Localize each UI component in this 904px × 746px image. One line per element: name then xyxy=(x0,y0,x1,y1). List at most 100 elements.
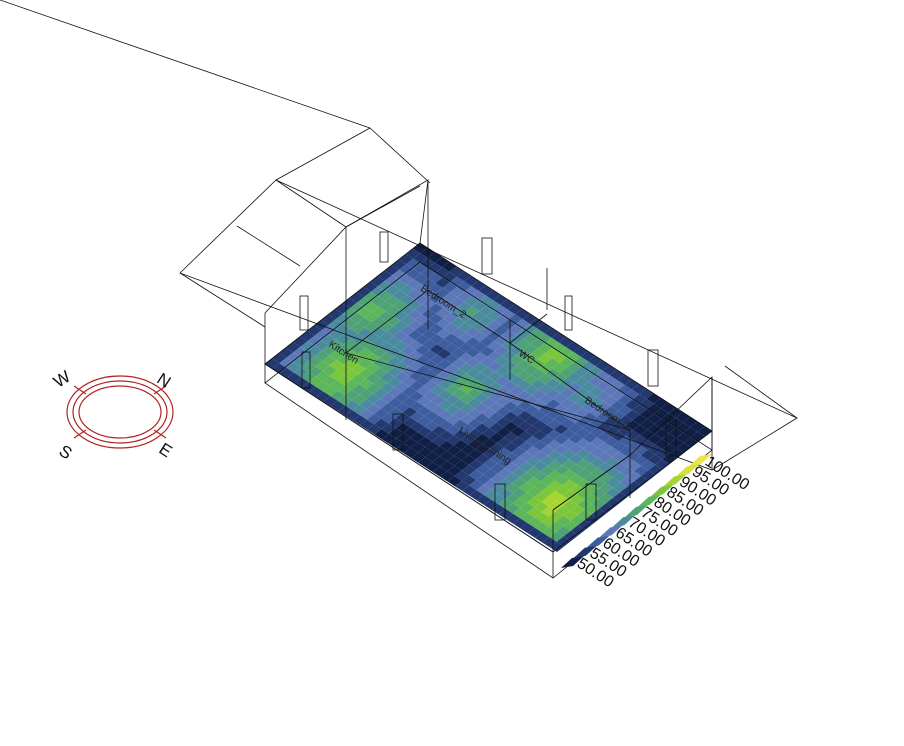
heatmap-cell xyxy=(351,374,366,385)
heatmap-cell xyxy=(570,494,585,505)
heatmap-cell xyxy=(427,262,443,273)
heatmap-cell xyxy=(511,467,527,478)
heatmap-cell xyxy=(379,352,395,363)
heatmap-cell xyxy=(598,462,613,473)
heatmap-cell xyxy=(377,270,393,281)
heatmap-cell xyxy=(519,472,534,483)
heatmap-cell xyxy=(393,320,408,331)
heatmap-cell xyxy=(378,301,393,312)
heatmap-cell xyxy=(590,468,606,479)
heatmap-cell xyxy=(351,353,366,364)
heatmap-cell xyxy=(371,296,386,307)
heatmap-cell xyxy=(517,390,532,401)
heatmap-cell xyxy=(551,342,567,353)
compass-label-w: W xyxy=(50,367,74,392)
heatmap-cell xyxy=(438,410,454,421)
heatmap-cell xyxy=(373,388,388,399)
heatmap-cell xyxy=(522,323,538,334)
heatmap-cell xyxy=(575,407,590,418)
heatmap-cell xyxy=(416,375,431,386)
heatmap-cell xyxy=(612,482,628,493)
heatmap-cell xyxy=(512,477,527,488)
heatmap-cell xyxy=(517,421,533,432)
heatmap-cell xyxy=(367,424,382,435)
heatmap-cell xyxy=(431,405,446,416)
heatmap-cell xyxy=(467,428,483,440)
heatmap-cell xyxy=(611,410,626,421)
heatmap-cell xyxy=(437,359,452,370)
heatmap-cell xyxy=(366,414,382,425)
heatmap-cell xyxy=(337,395,353,406)
heatmap-cell xyxy=(556,536,572,547)
heatmap-cell xyxy=(500,309,516,320)
heatmap-cell xyxy=(417,436,433,447)
heatmap-cell xyxy=(465,316,480,327)
compass-rose: W N S E xyxy=(50,367,175,463)
heatmap-cell xyxy=(584,504,600,515)
heatmap-cell xyxy=(676,442,691,453)
heatmap-cell xyxy=(577,499,592,510)
heatmap-cell xyxy=(494,345,509,356)
heatmap-cell xyxy=(676,422,691,433)
heatmap-cell xyxy=(436,338,452,349)
heatmap-cell xyxy=(337,385,352,396)
heatmap-cell xyxy=(399,294,415,305)
heatmap-cell xyxy=(471,301,487,312)
heatmap-cell xyxy=(489,443,505,454)
heatmap-cell xyxy=(534,491,549,502)
heatmap-cell xyxy=(322,365,337,376)
heatmap-cell xyxy=(343,328,358,339)
heatmap-cell xyxy=(493,315,509,326)
heatmap-cell xyxy=(639,409,655,420)
heatmap-cell xyxy=(459,363,474,374)
heatmap-cell xyxy=(516,359,531,370)
heatmap-cell xyxy=(357,307,372,318)
heatmap-cell xyxy=(372,347,387,358)
heatmap-cell xyxy=(452,399,468,410)
heatmap-cell xyxy=(316,391,331,402)
heatmap-cell xyxy=(508,314,523,325)
heatmap-cell xyxy=(582,422,597,433)
heatmap-cell xyxy=(523,354,538,365)
heatmap-cell xyxy=(380,392,396,404)
heatmap-cell xyxy=(349,302,365,313)
heatmap-cell xyxy=(487,371,503,382)
heatmap-cell xyxy=(483,468,498,480)
heatmap-cell xyxy=(541,496,556,507)
heatmap-cell xyxy=(425,461,440,473)
heatmap-cell xyxy=(308,386,324,397)
heatmap-cell xyxy=(330,380,345,391)
heatmap-cell xyxy=(439,440,454,451)
heatmap-cell xyxy=(379,321,394,332)
heatmap-cell xyxy=(508,324,523,335)
heatmap-cell xyxy=(338,405,353,416)
heatmap-cell xyxy=(610,390,625,401)
heatmap-cell xyxy=(509,355,524,366)
heatmap-cell xyxy=(590,457,606,468)
heatmap-cell xyxy=(496,417,511,428)
heatmap-cell xyxy=(532,440,548,451)
heatmap-cell xyxy=(612,471,627,483)
heatmap-cell xyxy=(393,310,408,321)
heatmap-cell xyxy=(435,267,450,278)
heatmap-cell xyxy=(530,338,545,349)
heatmap-cell xyxy=(483,489,499,500)
heatmap-cell xyxy=(293,346,308,357)
heatmap-cell xyxy=(641,470,656,481)
heatmap-cell xyxy=(554,444,569,455)
heatmap-cell xyxy=(570,515,585,526)
heatmap-cell xyxy=(480,356,495,367)
heatmap-cell xyxy=(520,512,535,523)
heatmap-cell xyxy=(472,341,488,352)
heatmap-cell xyxy=(279,347,294,358)
heatmap-cell xyxy=(574,387,589,398)
heatmap-cell xyxy=(293,336,308,347)
heatmap-cell xyxy=(386,316,401,327)
heatmap-cell xyxy=(568,433,583,444)
heatmap-cell xyxy=(431,415,446,426)
legend-swatch xyxy=(689,454,712,466)
heatmap-cell xyxy=(581,391,597,403)
heatmap-cell xyxy=(435,297,451,309)
heatmap-cell xyxy=(315,350,330,361)
heatmap-cell xyxy=(575,438,591,449)
